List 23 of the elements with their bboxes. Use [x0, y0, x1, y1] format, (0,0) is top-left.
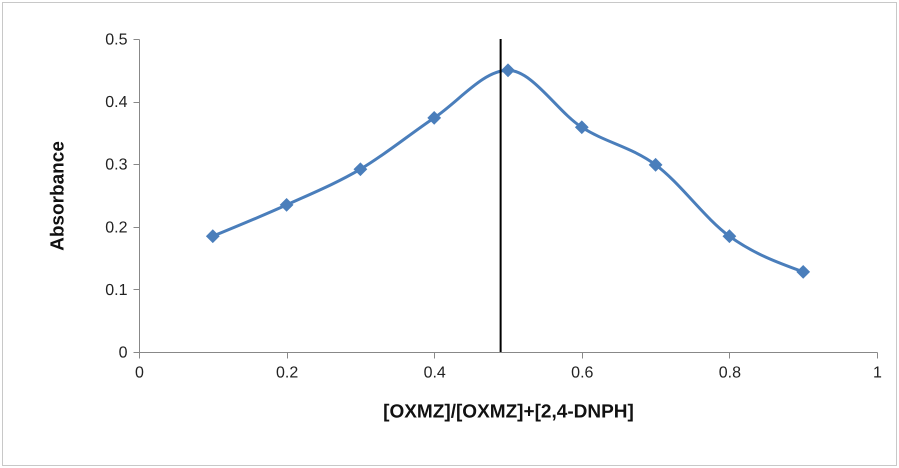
point — [206, 229, 220, 244]
point — [427, 110, 442, 125]
x-tick-label: 0.2 — [276, 364, 298, 382]
y-axis-title: Absorbance — [47, 141, 68, 251]
point — [796, 264, 810, 279]
y-tick-label: 0 — [118, 344, 128, 362]
x-axis-title: [OXMZ]/[OXMZ]+[2,4-DNPH] — [383, 402, 634, 422]
point — [354, 162, 368, 176]
y-tick-label: 0.1 — [105, 282, 128, 299]
x-tick-label: 0.6 — [571, 364, 594, 382]
x-tick-label: 0.8 — [718, 364, 742, 382]
point — [648, 158, 662, 172]
y-tick-label: 0.3 — [105, 156, 128, 174]
point — [501, 63, 515, 78]
y-tick-label: 0.5 — [105, 32, 128, 48]
y-tick-label: 0.2 — [105, 219, 128, 236]
x-tick-label: 0.4 — [424, 364, 446, 382]
point — [574, 120, 589, 134]
x-tick-label: 0 — [135, 364, 144, 382]
x-tick-label: 1 — [873, 364, 882, 382]
y-tick-label: 0.4 — [105, 94, 128, 112]
point — [280, 198, 294, 212]
point — [722, 229, 736, 244]
